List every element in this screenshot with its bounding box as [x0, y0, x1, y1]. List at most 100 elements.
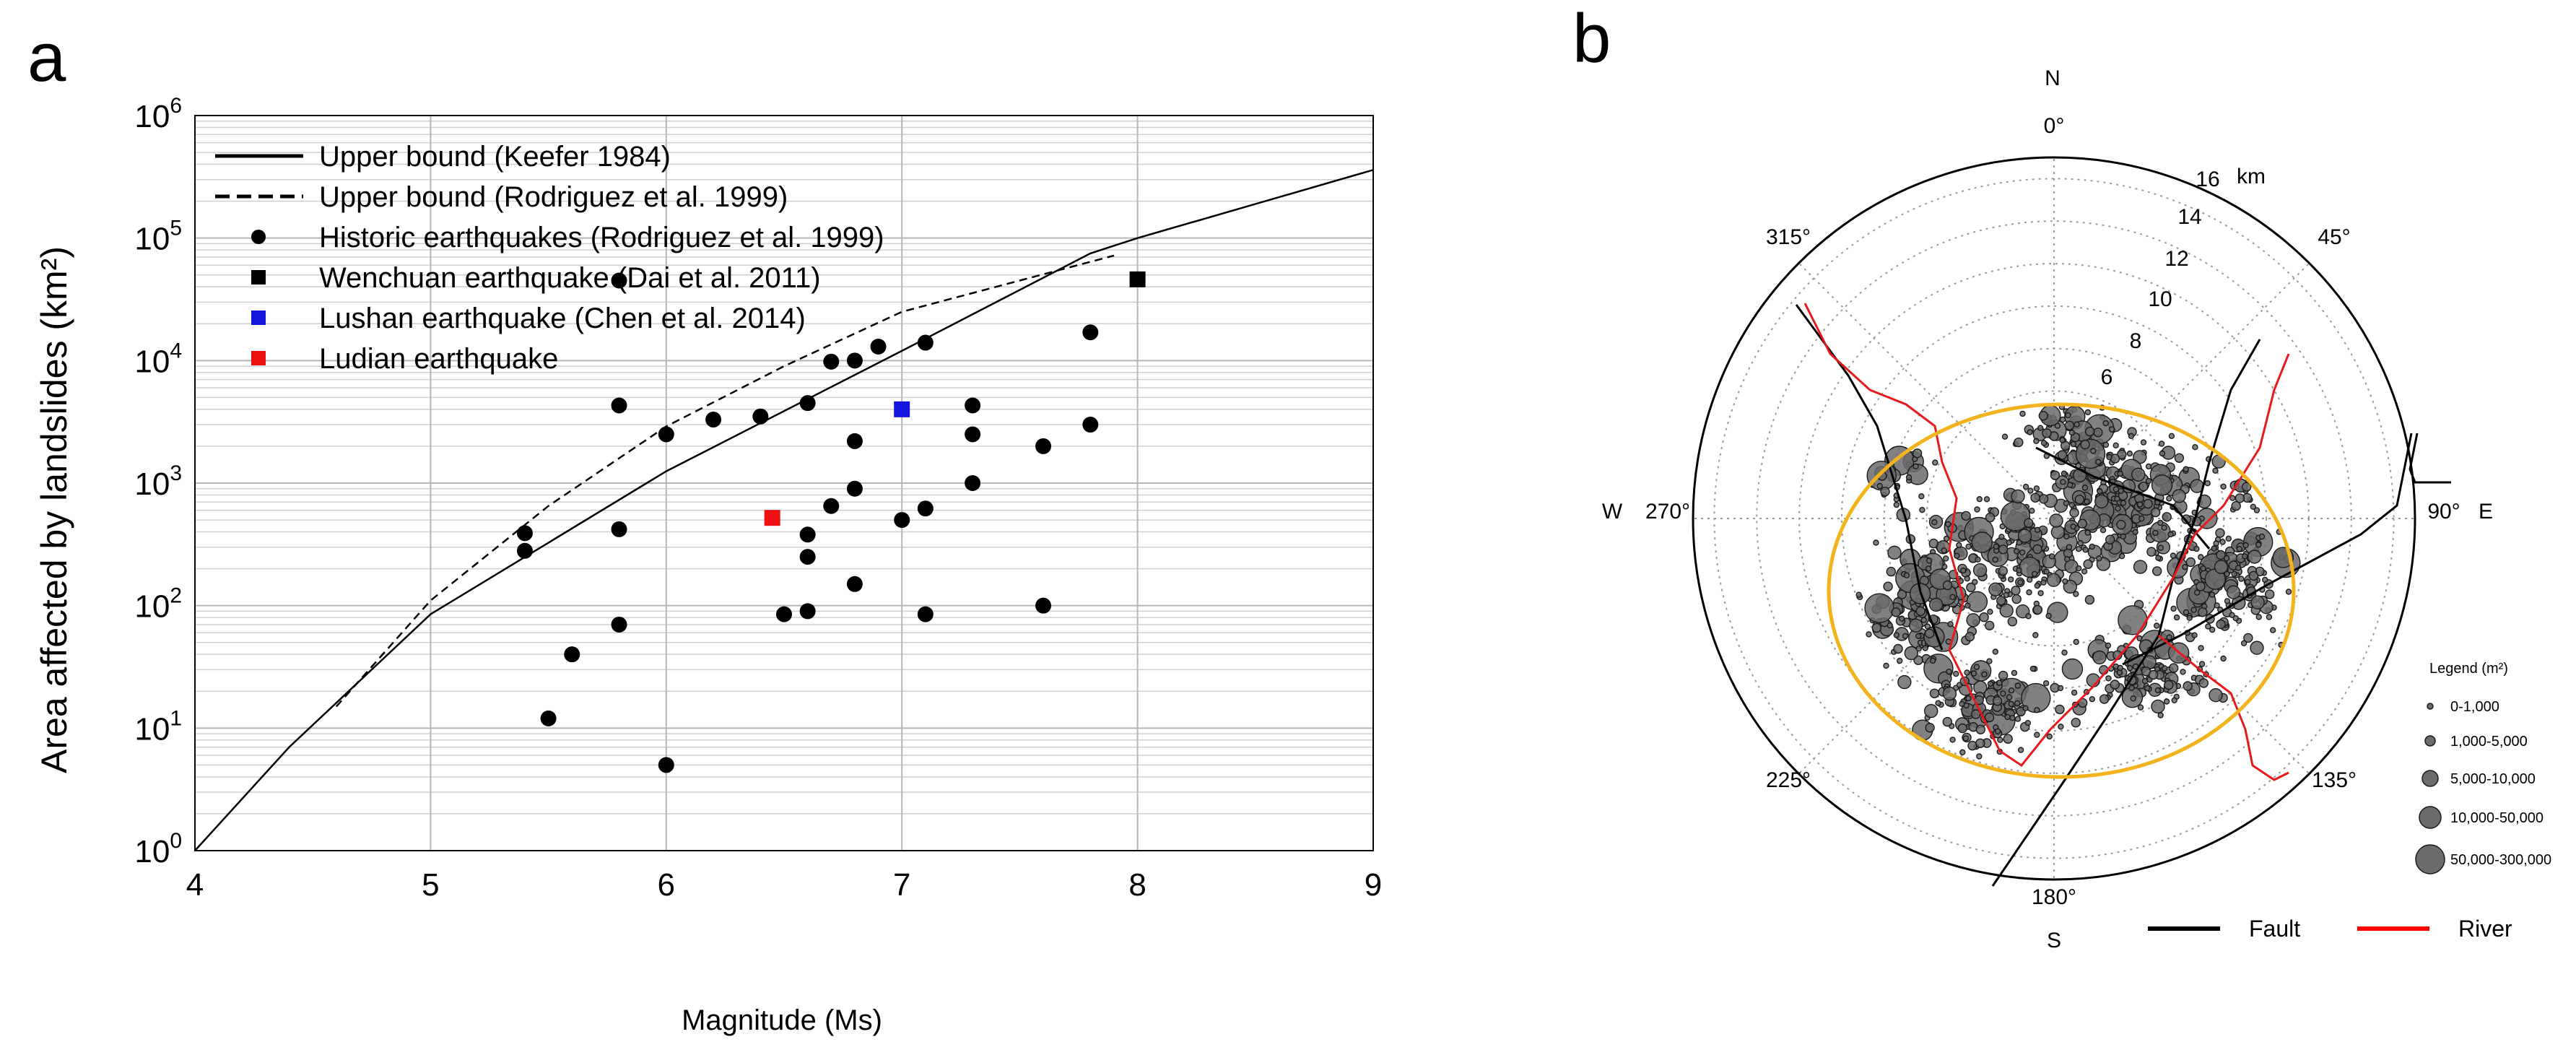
landslide-point: [2084, 594, 2095, 605]
rodriguez-upper-bound-line: [335, 254, 1115, 708]
size-legend-title: Legend (m²): [2429, 661, 2508, 677]
landslide-point: [2038, 494, 2049, 504]
landslide-point: [2027, 487, 2034, 494]
historic-earthquake-point: [965, 475, 981, 491]
landslide-point: [1896, 657, 1903, 664]
landslide-point: [2138, 482, 2149, 492]
landslide-point: [2099, 694, 2110, 704]
y-tick-label: 104: [134, 339, 182, 379]
panel-a-frame: [194, 115, 1374, 851]
landslide-point: [2040, 440, 2048, 446]
size-legend-marker: [2424, 735, 2436, 747]
landslide-point: [2145, 477, 2152, 485]
landslide-point: [2077, 518, 2088, 529]
landslide-point: [2066, 482, 2074, 488]
landslide-point: [2084, 529, 2091, 536]
historic-earthquake-point: [917, 500, 934, 517]
landslide-point: [2106, 453, 2112, 461]
landslide-point: [2182, 564, 2188, 570]
landslide-point: [1941, 547, 1947, 554]
landslide-point: [2216, 550, 2226, 560]
landslide-point: [1964, 576, 1970, 582]
landslide-point: [2033, 438, 2040, 444]
historic-earthquake-point: [516, 542, 533, 559]
landslide-point: [2112, 486, 2120, 492]
landslide-point: [2161, 665, 2168, 672]
y-tick-label: 102: [134, 584, 182, 625]
landslide-point: [2006, 539, 2012, 546]
polar-spoke: [1798, 262, 2055, 519]
historic-earthquake-point: [611, 521, 627, 537]
landslide-point: [2224, 598, 2231, 604]
landslide-point: [1996, 680, 2003, 686]
landslide-point: [2007, 617, 2018, 627]
landslide-point: [2168, 433, 2175, 439]
landslide-point: [2216, 619, 2226, 630]
keefer-upper-bound-line: [194, 169, 1374, 851]
polar-radius-unit-label: km: [2237, 165, 2266, 188]
legend-circle-marker: [251, 230, 266, 244]
landslide-point: [1893, 632, 1900, 638]
landslide-point: [2068, 502, 2076, 508]
landslide-point: [2008, 687, 2015, 694]
landslide-point: [2174, 453, 2185, 463]
landslide-point: [1992, 556, 1998, 563]
landslide-point: [2225, 535, 2232, 542]
landslide-point: [2114, 495, 2120, 502]
historic-earthquake-point: [823, 353, 840, 370]
landslide-point: [1994, 728, 2001, 734]
landslide-point: [2115, 505, 2121, 512]
polar-angle-label: 0°: [2044, 114, 2065, 138]
river-line: [1803, 303, 2290, 768]
landslide-point: [1922, 645, 1928, 651]
landslide-point: [2029, 665, 2037, 672]
landslide-point: [2074, 421, 2080, 427]
landslide-point: [2075, 565, 2082, 572]
landslide-point: [1887, 622, 1893, 629]
landslide-point: [2081, 485, 2089, 491]
x-tick-label: 9: [1365, 867, 1382, 903]
historic-earthquake-point: [540, 710, 557, 726]
landslide-point: [2220, 655, 2227, 662]
landslide-point: [2084, 426, 2095, 437]
landslide-point: [1976, 753, 1983, 760]
landslide-point: [1880, 487, 1890, 497]
landslide-point: [2030, 492, 2040, 503]
landslide-point: [1918, 493, 1925, 500]
landslide-point: [2011, 669, 2018, 677]
landslide-point: [1985, 512, 1996, 523]
landslide-point: [2118, 487, 2124, 495]
landslide-point: [2183, 466, 2189, 472]
landslide-point: [2046, 573, 2061, 587]
landslide-point: [1964, 669, 1970, 676]
landslide-point: [2029, 508, 2035, 514]
polar-angle-label: 270°: [1645, 500, 1690, 524]
landslide-point: [2211, 545, 2217, 552]
y-tick-label: 105: [134, 217, 182, 257]
historic-earthquake-point: [965, 397, 981, 414]
landslide-point: [2063, 556, 2071, 563]
historic-earthquake-point: [870, 339, 887, 355]
landslide-point: [1956, 542, 1962, 549]
landslide-point: [1942, 686, 1957, 701]
landslide-point: [1945, 521, 1951, 528]
landslide-point: [2060, 440, 2071, 451]
landslide-point: [2232, 615, 2240, 622]
landslide-point: [1893, 643, 1903, 654]
landslide-point: [1855, 591, 1862, 598]
historic-earthquake-point: [823, 498, 840, 514]
landslide-point: [2108, 426, 2115, 433]
polar-angle-label: 315°: [1766, 225, 1811, 249]
polar-radius-label: 16: [2196, 168, 2219, 191]
landslide-point: [2049, 513, 2063, 528]
landslide-point: [2008, 700, 2015, 708]
landslide-point: [2205, 623, 2211, 630]
landslide-point: [1947, 621, 1954, 628]
landslide-point: [2110, 453, 2120, 464]
landslide-point: [2159, 450, 2166, 457]
line-legend: Fault River: [2148, 916, 2512, 942]
landslide-point: [2131, 467, 2146, 482]
landslide-point: [2157, 519, 2164, 526]
landslide-point: [1886, 566, 1897, 577]
